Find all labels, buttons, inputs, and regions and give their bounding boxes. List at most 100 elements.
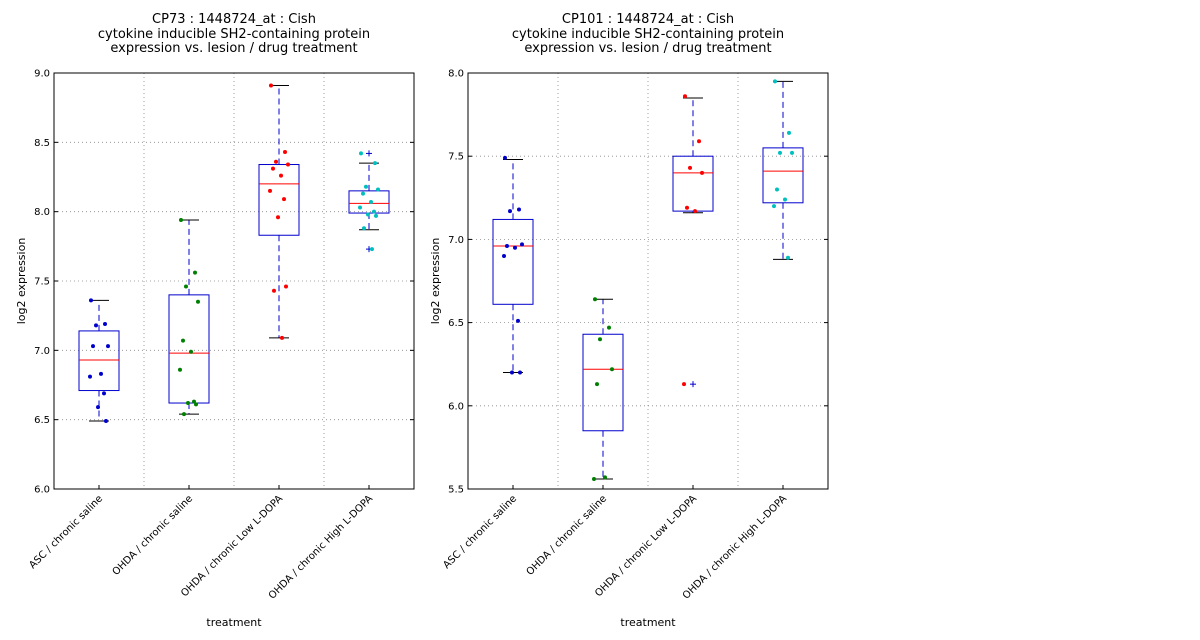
data-point [104, 419, 108, 424]
data-point [193, 270, 197, 275]
data-point [513, 245, 517, 250]
x-tick-label: OHDA / chronic Low L-DOPA [179, 493, 285, 599]
data-point [505, 244, 509, 249]
data-point [610, 367, 614, 372]
data-point [685, 205, 689, 210]
y-tick-label: 7.0 [34, 346, 50, 357]
x-tick-label: ASC / chronic saline [27, 493, 105, 571]
x-tick-label: OHDA / chronic High L-DOPA [681, 493, 789, 601]
data-point [773, 79, 777, 84]
data-point [358, 205, 362, 210]
box-rect [672, 155, 714, 212]
chart-title-line-1: CP73 : 1448724_at : Cish [152, 12, 316, 27]
data-point [700, 170, 704, 175]
y-tick-label: 6.5 [448, 318, 464, 329]
data-point [510, 370, 514, 375]
box-2 [168, 219, 210, 415]
data-point [783, 197, 787, 202]
y-tick-label: 9.0 [34, 69, 50, 80]
data-point [595, 382, 599, 387]
x-tick-label: ASC / chronic saline [441, 493, 519, 571]
data-point [775, 187, 779, 192]
data-point [502, 254, 506, 259]
plot-frame [467, 72, 829, 490]
data-point [106, 344, 110, 349]
box-3 [672, 97, 714, 388]
plot-frame [53, 72, 415, 490]
data-point [373, 161, 377, 166]
data-point [271, 166, 275, 171]
x-tick-label: OHDA / chronic High L-DOPA [267, 493, 375, 601]
x-tick-label: OHDA / chronic saline [525, 493, 610, 578]
data-point [283, 150, 287, 155]
data-point [697, 139, 701, 144]
data-point [683, 94, 687, 99]
data-point [374, 213, 378, 218]
data-point [516, 318, 520, 323]
y-tick-label: 6.5 [34, 415, 50, 426]
outlier-marker [366, 150, 372, 157]
data-point [372, 209, 376, 214]
data-point [181, 338, 185, 343]
data-point [88, 374, 92, 379]
y-tick-label: 7.5 [34, 277, 50, 288]
data-point [272, 288, 276, 293]
chart-title-line-1: CP101 : 1448724_at : Cish [562, 12, 734, 27]
chart-title-line-3: expression vs. lesion / drug treatment [110, 41, 357, 56]
data-point [192, 399, 196, 404]
box-rect [582, 333, 624, 432]
data-point [520, 242, 524, 247]
box-1 [78, 299, 120, 422]
grid [54, 73, 414, 489]
box-rect [78, 330, 120, 392]
box-rect [492, 218, 534, 305]
y-tick-label: 7.0 [448, 235, 464, 246]
data-point [282, 197, 286, 202]
y-tick-label: 8.5 [34, 138, 50, 149]
box-1 [492, 159, 534, 374]
data-point [361, 191, 365, 196]
data-point [196, 299, 200, 304]
data-point [184, 284, 188, 289]
data-point [279, 173, 283, 178]
data-point [369, 199, 373, 204]
data-point [179, 217, 183, 222]
data-point [99, 371, 103, 376]
data-point [194, 402, 198, 407]
y-axis-label: log2 expression [429, 238, 442, 325]
chart-title-line-2: cytokine inducible SH2-containing protei… [512, 27, 784, 42]
data-point [603, 475, 607, 480]
chart-title-line-3: expression vs. lesion / drug treatment [524, 41, 771, 56]
y-tick-label: 6.0 [448, 401, 464, 412]
data-point [688, 165, 692, 170]
data-point [362, 226, 366, 231]
data-point [503, 155, 507, 160]
data-point [94, 323, 98, 328]
data-point [778, 150, 782, 155]
data-point [102, 391, 106, 396]
box-rect [168, 294, 210, 404]
y-tick-label: 7.5 [448, 152, 464, 163]
x-axis-label: treatment [206, 616, 262, 629]
data-point [280, 335, 284, 340]
data-point [182, 412, 186, 417]
box-2 [582, 298, 624, 480]
box-3 [258, 84, 300, 339]
y-tick-label: 5.5 [448, 485, 464, 496]
chart-panel-cp101: CP101 : 1448724_at : Cish cytokine induc… [429, 12, 829, 629]
data-point [284, 284, 288, 289]
data-point [682, 382, 686, 387]
data-point [592, 477, 596, 482]
box-4 [348, 150, 390, 253]
chart-panel-cp73: CP73 : 1448724_at : Cish cytokine induci… [15, 12, 415, 629]
data-point [787, 130, 791, 135]
data-point [274, 159, 278, 164]
data-point [598, 337, 602, 342]
data-point [693, 209, 697, 214]
data-point [91, 344, 95, 349]
data-point [359, 151, 363, 156]
data-point [268, 188, 272, 193]
data-point [370, 247, 374, 252]
y-tick-label: 8.0 [448, 69, 464, 80]
